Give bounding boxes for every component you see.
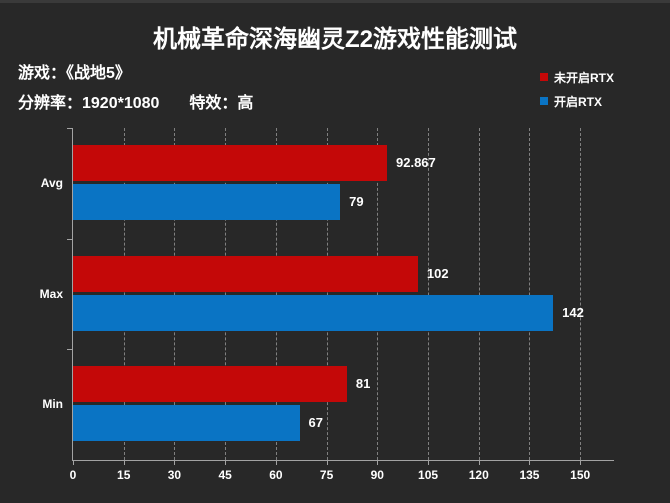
bar-avg-rtx-on — [73, 184, 341, 220]
y-axis-tick — [67, 238, 73, 240]
x-axis-tick — [478, 460, 480, 465]
bar-min-rtx-off — [73, 366, 347, 403]
gridline — [275, 128, 277, 460]
resolution-info: 分辨率：1920*1080 — [18, 95, 160, 112]
x-axis-tick — [174, 460, 176, 465]
x-axis-tick-label: 105 — [418, 468, 439, 482]
category-label-avg: Avg — [40, 176, 63, 190]
gridline — [225, 128, 227, 460]
value-label-min-rtx-off: 81 — [355, 376, 371, 392]
category-label-min: Min — [42, 397, 63, 412]
y-axis-tick — [67, 349, 73, 351]
x-axis-tick-label: 60 — [269, 468, 283, 482]
value-label-avg-rtx-off: 92.867 — [396, 155, 436, 170]
bar-avg-rtx-off — [73, 145, 387, 181]
value-label-min-rtx-on: 67 — [308, 415, 323, 431]
y-axis-tick — [67, 128, 73, 129]
x-axis-tick — [275, 460, 277, 465]
game-info: 游戏：《战地5》 — [18, 65, 131, 82]
x-axis-tick-label: 30 — [167, 468, 182, 482]
category-label-max: Max — [39, 286, 63, 301]
value-label-avg-rtx-on: 79 — [349, 194, 364, 209]
x-axis-tick — [428, 460, 430, 465]
x-axis-tick — [225, 460, 227, 465]
legend-item: 开启RTX — [539, 89, 614, 113]
gridline — [529, 128, 531, 460]
value-label-max-rtx-on: 142 — [562, 304, 584, 320]
gridline — [174, 128, 176, 460]
legend-label: 未开启RTX — [553, 70, 614, 85]
bar-max-rtx-on — [73, 294, 554, 331]
gridline — [478, 128, 480, 460]
bar-min-rtx-on — [73, 405, 300, 442]
x-axis-tick — [326, 460, 328, 465]
gridline — [580, 128, 582, 460]
x-axis-tick-label: 90 — [370, 468, 384, 482]
legend-item: 未开启RTX — [539, 65, 614, 89]
gridline — [428, 128, 430, 460]
x-axis-tick — [123, 460, 125, 465]
x-axis-tick — [580, 460, 582, 465]
x-axis-tick — [377, 460, 379, 465]
x-axis-tick-label: 15 — [117, 468, 131, 482]
x-axis-tick — [73, 460, 74, 465]
value-label-max-rtx-off: 102 — [426, 265, 449, 281]
test-info-block: 游戏：《战地5》 分辨率：1920*1080 特效：高 — [18, 59, 253, 119]
plot-area: 0 15 30 45 60 75 90 105 120 135 150 Avg 92.867 79 Max 1… — [40, 128, 614, 482]
x-axis-tick-label: 75 — [319, 468, 334, 482]
legend-label: 开启RTX — [553, 94, 602, 109]
x-axis-tick-label: 0 — [69, 468, 77, 482]
bar-max-rtx-off — [73, 255, 418, 292]
settings-info: 分辨率：1920*1080 特效：高 — [18, 89, 253, 119]
chart-title: 机械革命深海幽灵Z2游戏性能测试 — [152, 26, 517, 53]
legend-swatch-red-icon — [539, 73, 548, 81]
x-axis-tick-label: 135 — [519, 468, 540, 482]
gridline — [123, 128, 125, 460]
x-axis-tick-label: 150 — [570, 468, 591, 482]
legend: 未开启RTX 开启RTX — [539, 65, 614, 113]
x-axis-tick-label: 45 — [218, 468, 232, 482]
gridline — [377, 128, 379, 460]
effects-info: 特效：高 — [189, 95, 254, 112]
x-axis-tick-label: 120 — [468, 468, 489, 482]
legend-swatch-blue-icon — [539, 97, 548, 105]
gridline — [326, 128, 328, 460]
x-axis-tick — [529, 460, 531, 465]
